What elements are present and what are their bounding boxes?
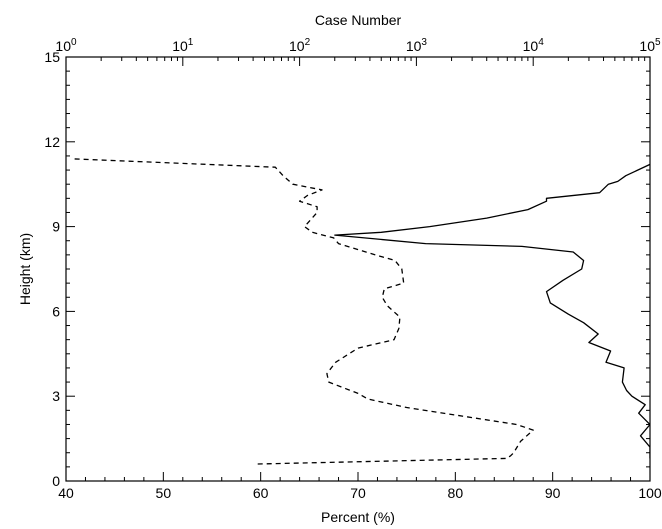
y-tick-label: 3 (52, 388, 60, 404)
plot-frame (65, 56, 651, 482)
x-tick-label: 90 (545, 485, 561, 501)
x2-tick-label: 103 (406, 37, 428, 54)
y-tick-label: 6 (52, 303, 60, 319)
x2-tick-label: 105 (639, 37, 661, 54)
x2-tick-label: 104 (523, 37, 545, 54)
x2-axis-title: Case Number (315, 12, 402, 28)
series-line-dashed (70, 158, 534, 465)
x2-tick-label: 102 (289, 37, 311, 54)
y-tick-label: 9 (52, 219, 60, 235)
x-tick-label: 60 (253, 485, 269, 501)
x-tick-label: 40 (58, 485, 74, 501)
x-axis-title: Percent (%) (321, 509, 395, 525)
y-tick-label: 15 (44, 49, 60, 65)
x-tick-label: 80 (448, 485, 464, 501)
x-tick-label: 70 (350, 485, 366, 501)
x-tick-label: 50 (156, 485, 172, 501)
x-tick-label: 100 (638, 485, 662, 501)
series-line-solid (334, 163, 650, 459)
y-tick-label: 0 (52, 473, 60, 489)
y-tick-label: 12 (44, 134, 60, 150)
y-axis-title: Height (km) (17, 233, 33, 305)
x2-tick-label: 100 (55, 37, 77, 54)
x2-tick-label: 101 (172, 37, 194, 54)
